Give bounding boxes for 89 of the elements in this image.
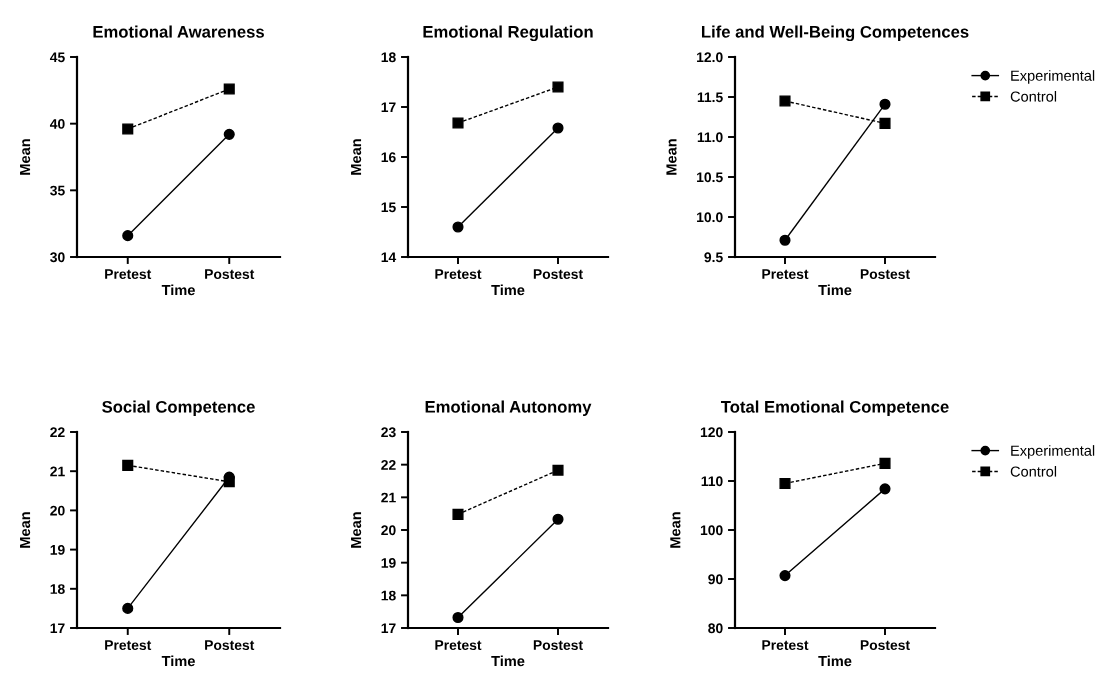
- point: [122, 602, 134, 614]
- chart-title: Life and Well-Being Competences: [701, 25, 969, 42]
- point: [879, 98, 891, 110]
- x-tick-label: Pretest: [435, 269, 482, 280]
- y-tick-label: 45: [49, 52, 65, 63]
- y-axis-title: Mean: [351, 139, 362, 175]
- point: [552, 81, 564, 93]
- point: [879, 483, 891, 495]
- y-tick-label: 20: [381, 525, 396, 536]
- y-tick-label: 17: [50, 623, 65, 634]
- chart-title: Social Competence: [102, 400, 255, 417]
- y-axis-title: Mean: [351, 512, 362, 548]
- legend-label: Control: [1010, 91, 1057, 102]
- point: [452, 117, 464, 129]
- x-axis-title: Time: [491, 655, 525, 667]
- y-tick-label: 30: [50, 252, 65, 263]
- y-tick-label: 22: [381, 460, 396, 470]
- y-tick-label: 14: [381, 252, 397, 263]
- point: [779, 477, 791, 490]
- y-axis-title: Mean: [20, 139, 31, 175]
- y-tick-label: 11.5: [697, 92, 723, 103]
- point: [552, 464, 564, 476]
- y-tick-label: 20: [50, 505, 65, 516]
- point: [779, 95, 791, 107]
- y-tick-label: 19: [50, 544, 65, 555]
- point: [452, 221, 464, 233]
- point: [452, 611, 464, 624]
- y-tick-label: 10.0: [697, 212, 723, 223]
- x-tick-label: Postest: [860, 269, 910, 280]
- point: [779, 570, 791, 582]
- point: [552, 513, 564, 525]
- x-tick-label: Pretest: [435, 640, 482, 651]
- x-tick-label: Pretest: [762, 640, 809, 651]
- x-tick-label: Postest: [205, 640, 255, 651]
- point: [779, 234, 791, 246]
- y-tick-label: 18: [381, 52, 396, 63]
- y-axis-title: Mean: [20, 512, 31, 548]
- x-tick-label: Pretest: [762, 269, 809, 280]
- y-tick-label: 21: [50, 466, 65, 477]
- chart-title: Emotional Autonomy: [425, 400, 592, 417]
- x-tick-label: Postest: [533, 640, 583, 651]
- y-tick-label: 100: [700, 525, 723, 536]
- y-tick-label: 120: [700, 427, 723, 438]
- x-axis-title: Time: [491, 284, 525, 296]
- y-tick-label: 17: [381, 623, 396, 634]
- y-tick-label: 15: [381, 202, 396, 213]
- chart-title: Total Emotional Competence: [720, 400, 949, 417]
- x-axis-title: Time: [161, 655, 195, 667]
- y-axis-title: Mean: [666, 139, 677, 175]
- y-tick-label: 10.5: [697, 172, 723, 183]
- y-tick-label: 80: [708, 623, 723, 634]
- y-tick-label: 9.5: [704, 252, 723, 263]
- x-tick-label: Pretest: [105, 640, 152, 651]
- x-tick-label: Pretest: [105, 269, 152, 280]
- y-tick-label: 23: [381, 427, 396, 438]
- y-tick-label: 22: [50, 427, 65, 438]
- legend-label: Experimental: [1011, 70, 1095, 84]
- point: [452, 508, 464, 520]
- point: [879, 457, 891, 469]
- x-tick-label: Postest: [533, 269, 583, 280]
- y-tick-label: 18: [50, 584, 65, 594]
- point: [223, 83, 235, 95]
- x-axis-title: Time: [161, 284, 195, 296]
- y-tick-label: 35: [50, 185, 65, 196]
- y-tick-label: 18: [381, 590, 396, 601]
- chart-title: Emotional Awareness: [93, 25, 264, 38]
- y-tick-label: 17: [381, 102, 396, 113]
- x-axis-title: Time: [818, 284, 852, 296]
- chart-title: Emotional Regulation: [423, 25, 593, 42]
- y-tick-label: 19: [381, 558, 396, 568]
- legend-label: Experimental: [1011, 445, 1095, 459]
- y-tick-label: 21: [381, 492, 396, 503]
- point: [122, 459, 134, 471]
- point: [122, 230, 134, 242]
- y-tick-label: 90: [708, 574, 723, 585]
- point: [879, 117, 891, 129]
- y-axis-title: Mean: [670, 512, 681, 548]
- point: [552, 122, 564, 134]
- point: [122, 123, 134, 135]
- y-tick-label: 110: [701, 476, 723, 487]
- x-tick-label: Postest: [205, 269, 255, 280]
- y-tick-label: 12.0: [697, 52, 723, 63]
- legend-label: Control: [1010, 466, 1057, 477]
- point: [223, 128, 235, 140]
- y-tick-label: 16: [381, 152, 396, 163]
- x-axis-title: Time: [818, 655, 852, 667]
- y-tick-label: 11.0: [697, 132, 723, 143]
- y-tick-label: 40: [49, 119, 65, 129]
- x-tick-label: Postest: [860, 640, 910, 651]
